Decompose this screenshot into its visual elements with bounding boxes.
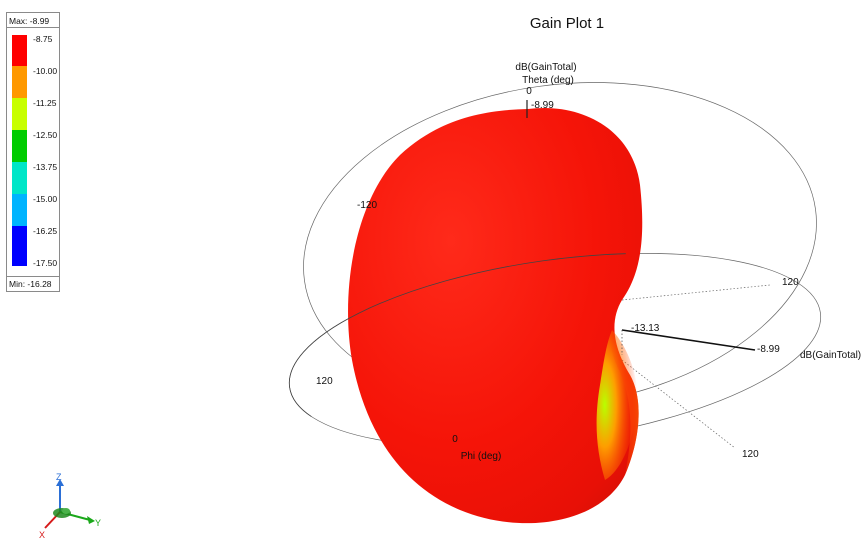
quantity-label: dB(GainTotal) xyxy=(515,62,576,73)
triad-z-arrow xyxy=(56,479,64,486)
legend-tick-5: -15.00 xyxy=(33,194,58,204)
triad-y-arrow xyxy=(87,516,95,524)
gain-far-value: -8.99 xyxy=(757,344,780,355)
color-legend: Max: -8.99 -8.75 -10.00 -11.25 -12.50 -1… xyxy=(6,12,60,292)
phi-tick-label: 0 xyxy=(452,434,458,445)
legend-tick-3: -12.50 xyxy=(33,130,58,140)
legend-tick-1: -10.00 xyxy=(33,66,58,76)
legend-min-label: Min: -16.28 xyxy=(7,276,59,290)
legend-swatch-6 xyxy=(12,226,27,266)
phi-ring-front xyxy=(288,252,822,448)
gain-pattern-surface xyxy=(348,107,643,524)
triad-y-label: Y xyxy=(95,518,101,528)
legend-swatch-0 xyxy=(12,35,27,66)
legend-swatch-3 xyxy=(12,130,27,162)
theta-axis-label: Theta (deg) xyxy=(522,75,574,86)
phi-axis-label: Phi (deg) xyxy=(461,451,502,462)
phi-axis-dotted xyxy=(621,359,736,449)
ring-label-120-left: 120 xyxy=(316,376,333,387)
legend-tick-4: -13.75 xyxy=(33,162,58,172)
gain-axis-line xyxy=(621,329,756,351)
coordinate-triad: Z Y X xyxy=(39,472,101,540)
legend-swatch-2 xyxy=(12,98,27,130)
legend-tick-7: -17.50 xyxy=(33,258,58,268)
theta-tick-label: 0 xyxy=(526,86,532,97)
gain-axis-label: dB(GainTotal) xyxy=(800,350,861,361)
gain-near-value: -13.13 xyxy=(631,323,660,334)
legend-tick-6: -16.25 xyxy=(33,226,58,236)
legend-swatch-5 xyxy=(12,194,27,226)
chart-title: Gain Plot 1 xyxy=(530,15,604,32)
legend-max-label: Max: -8.99 xyxy=(7,14,59,28)
triad-origin-highlight xyxy=(62,508,70,514)
legend-tick-2: -11.25 xyxy=(33,98,57,108)
gain-pattern-shading xyxy=(596,330,638,480)
legend-swatch-4 xyxy=(12,162,27,194)
gain-pattern-rim xyxy=(609,300,639,475)
theta-value-label: -8.99 xyxy=(531,100,554,111)
legend-swatch-1 xyxy=(12,66,27,98)
legend-tick-0: -8.75 xyxy=(33,34,53,44)
ring-label-minus120: -120 xyxy=(357,200,377,211)
ring-label-120-bottom: 120 xyxy=(742,449,759,460)
gain-axis-dotted xyxy=(621,284,771,301)
triad-z-label: Z xyxy=(56,472,62,482)
triad-x-label: X xyxy=(39,530,45,540)
ring-label-120-right: 120 xyxy=(782,277,799,288)
